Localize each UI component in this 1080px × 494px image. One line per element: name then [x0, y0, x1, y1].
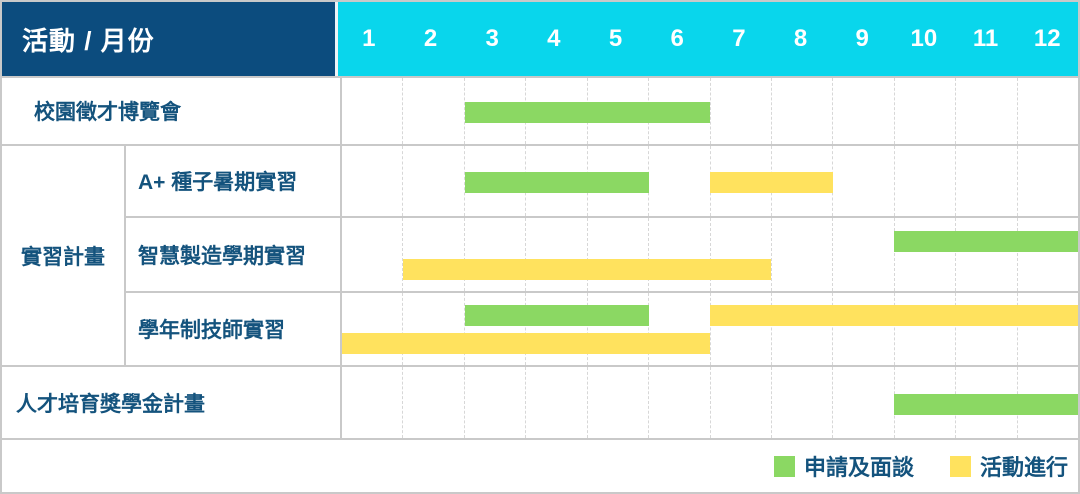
month-cell: [893, 293, 955, 365]
month-cell: [342, 218, 402, 291]
month-cell: [832, 367, 893, 438]
legend: 申請及面談 活動進行: [2, 438, 1078, 492]
month-cell: [402, 367, 463, 438]
gantt-bar-ongoing: [710, 172, 833, 193]
gantt-bar-apply: [894, 230, 1078, 252]
row-label-smart-manufacturing-internship: 智慧製造學期實習: [126, 216, 342, 291]
month-cell: [1016, 146, 1078, 216]
grid-row: [342, 291, 1078, 365]
grid-row: [342, 78, 1078, 144]
group-label-internship-program: 實習計畫: [2, 144, 126, 365]
gantt-bar-ongoing: [342, 333, 710, 354]
gantt-bar-apply: [464, 102, 710, 123]
gantt-bar-apply: [464, 172, 649, 193]
gantt-bar-ongoing: [403, 258, 772, 280]
month-label: 4: [547, 25, 561, 52]
month-cell: [1016, 293, 1078, 365]
legend-item-ongoing: 活動進行: [949, 450, 1068, 482]
month-cell: [463, 367, 525, 438]
month-cell: [955, 78, 1016, 144]
month-cell: [648, 146, 709, 216]
month-cell: [586, 218, 648, 291]
month-cell: [586, 293, 648, 365]
yellow-swatch-icon: [949, 455, 971, 477]
month-label: 1: [362, 25, 376, 52]
month-label: 6: [670, 25, 684, 52]
month-label: 11: [972, 25, 999, 52]
month-cell: [402, 78, 463, 144]
month-cell: [832, 78, 893, 144]
legend-label-ongoing: 活動進行: [979, 455, 1068, 480]
month-label: 9: [855, 25, 869, 52]
month-cell: [955, 146, 1016, 216]
month-label: 8: [793, 25, 808, 52]
green-swatch-icon: [773, 455, 795, 477]
month-label: 12: [1033, 25, 1061, 52]
month-cell: [342, 78, 402, 144]
month-cell: [709, 367, 771, 438]
month-cell: [463, 218, 525, 291]
month-cell: [525, 367, 586, 438]
grid-row: [342, 365, 1078, 438]
month-cell: [955, 218, 1016, 291]
month-cell: [770, 78, 832, 144]
gantt-bar-apply: [464, 305, 649, 326]
month-cell: [709, 218, 771, 291]
month-header: 1 2 3 4 5 6 7 8 9 10 11 12: [338, 2, 1078, 76]
month-cell: [832, 293, 893, 365]
table-header-row: 活動 / 月份 1 2 3 4 5 6 7 8 9 10 11 12: [2, 2, 1078, 78]
row-label-school-year-technician-internship: 學年制技師實習: [126, 291, 342, 365]
month-cell: [1016, 78, 1078, 144]
gantt-bar-apply: [894, 393, 1078, 415]
month-cell: [463, 78, 525, 144]
month-cell: [832, 146, 893, 216]
legend-label-apply: 申請及面談: [803, 455, 914, 480]
month-cell: [586, 367, 648, 438]
month-cell: [342, 293, 402, 365]
month-cell: [893, 146, 955, 216]
month-cell: [402, 293, 463, 365]
month-cell: [648, 218, 709, 291]
month-label: 10: [910, 25, 938, 52]
month-cell: [463, 293, 525, 365]
month-label: 3: [485, 25, 499, 52]
month-cell: [770, 293, 832, 365]
grid-row: [342, 144, 1078, 216]
month-label: 5: [608, 25, 623, 52]
month-cell: [893, 218, 955, 291]
gantt-bar-ongoing: [710, 305, 1078, 326]
month-cell: [648, 293, 709, 365]
month-cell: [1016, 218, 1078, 291]
month-cell: [342, 367, 402, 438]
month-cell: [402, 218, 463, 291]
row-label-aplus-summer-internship: A+ 種子暑期實習: [126, 144, 342, 216]
month-cell: [770, 367, 832, 438]
row-label-campus-fair: 校園徵才博覽會: [2, 78, 342, 144]
month-label: 2: [423, 25, 438, 52]
month-cell: [955, 293, 1016, 365]
month-cell: [463, 146, 525, 216]
month-cell: [709, 293, 771, 365]
month-cell: [402, 146, 463, 216]
month-cell: [525, 218, 586, 291]
month-cell: [709, 78, 771, 144]
row-label-scholarship-program: 人才培育獎學金計畫: [2, 365, 342, 438]
legend-item-apply: 申請及面談: [773, 450, 914, 482]
table-body: 校園徵才博覽會 實習計畫 A+ 種子暑期實習 智慧製造學期實習 學年制技師實習 …: [2, 78, 1078, 438]
month-label: 7: [732, 25, 746, 52]
month-cell: [648, 367, 709, 438]
month-cell: [893, 78, 955, 144]
month-cell: [770, 218, 832, 291]
month-cell: [525, 293, 586, 365]
month-cell: [832, 218, 893, 291]
corner-header: 活動 / 月份: [2, 2, 338, 76]
month-cell: [342, 146, 402, 216]
grid-row: [342, 216, 1078, 291]
